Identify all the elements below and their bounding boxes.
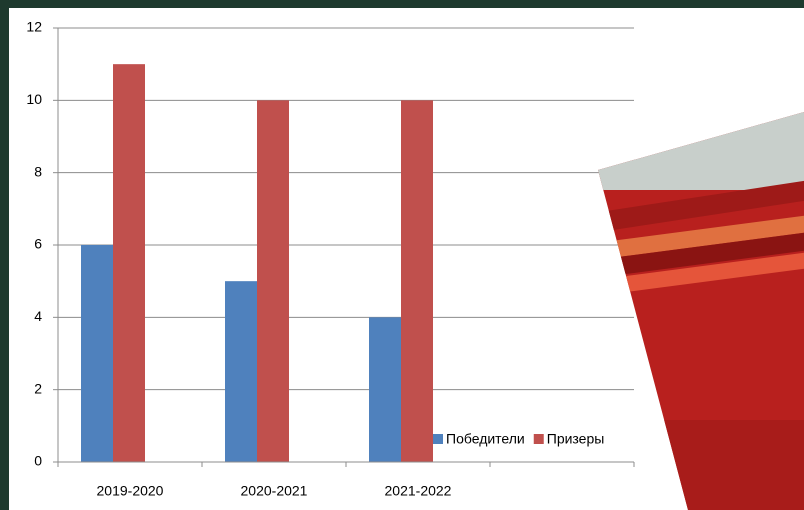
x-tick-label: 2020-2021 [241,483,308,499]
y-tick-label: 12 [26,19,42,35]
y-tick-label: 2 [34,380,42,396]
legend-swatch [433,434,443,444]
bar [113,64,145,463]
legend-label: Победители [446,431,525,447]
bar [257,100,289,462]
bar [369,317,401,462]
x-tick-label: 2021-2022 [385,483,452,499]
bar [225,281,257,462]
y-tick-label: 4 [34,308,42,324]
plot-area: 0 2 4 6 8 10 12 2019-2020 2020-2021 2021-2022 [26,19,635,499]
y-tick-label: 8 [34,163,42,179]
legend-swatch [533,434,544,444]
bar [401,100,433,462]
y-tick-label: 6 [34,236,42,252]
y-tick-label: 10 [26,91,42,107]
y-tick-label: 0 [34,453,42,469]
x-tick-label: 2019-2020 [97,483,164,499]
bar [81,245,113,462]
legend-label: Призеры [547,431,605,447]
legend: Победители Призеры [433,431,604,447]
